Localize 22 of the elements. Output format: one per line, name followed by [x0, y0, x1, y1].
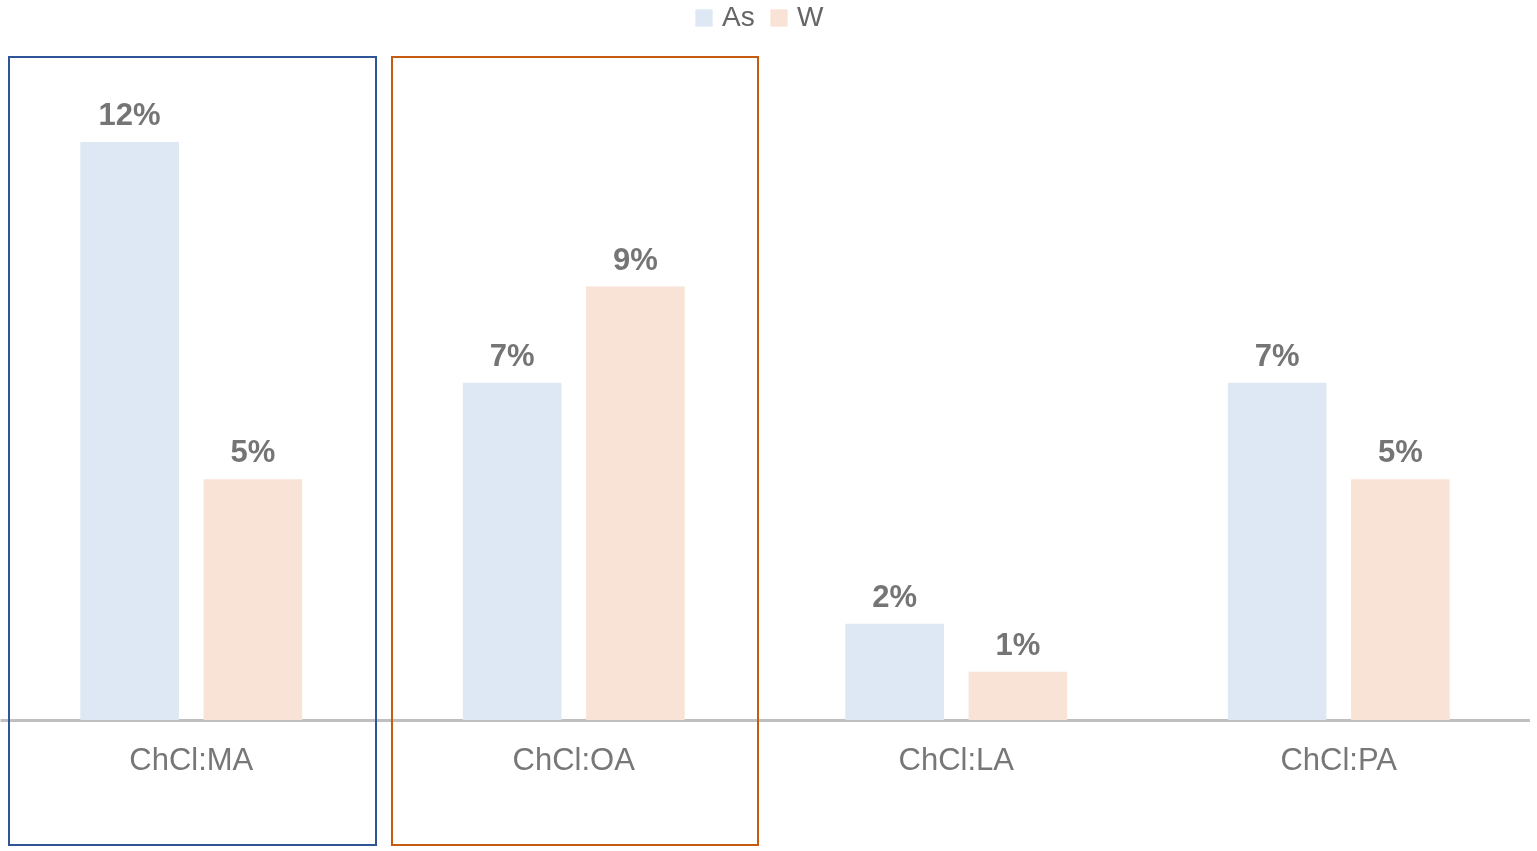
bar	[1227, 382, 1327, 720]
bar	[968, 671, 1068, 720]
data-label: 1%	[995, 626, 1041, 662]
data-label: 7%	[1254, 337, 1300, 373]
x-tick-label: ChCl:MA	[129, 741, 254, 777]
legend-label: As	[722, 1, 755, 32]
data-label: 7%	[489, 337, 535, 373]
data-label: 5%	[1377, 434, 1423, 470]
x-tick-label: ChCl:LA	[898, 741, 1015, 777]
bar	[1351, 479, 1450, 720]
data-label: 2%	[872, 578, 918, 614]
x-tick-label: ChCl:OA	[512, 741, 636, 777]
bar	[203, 479, 303, 720]
data-label: 12%	[98, 97, 161, 132]
bar	[845, 623, 944, 720]
legend-label: W	[797, 1, 824, 32]
data-label: 5%	[230, 434, 276, 470]
x-tick-label: ChCl:PA	[1280, 741, 1398, 777]
bar	[586, 286, 685, 720]
bar	[462, 382, 562, 720]
data-label: 9%	[612, 241, 658, 277]
bar	[80, 142, 179, 720]
